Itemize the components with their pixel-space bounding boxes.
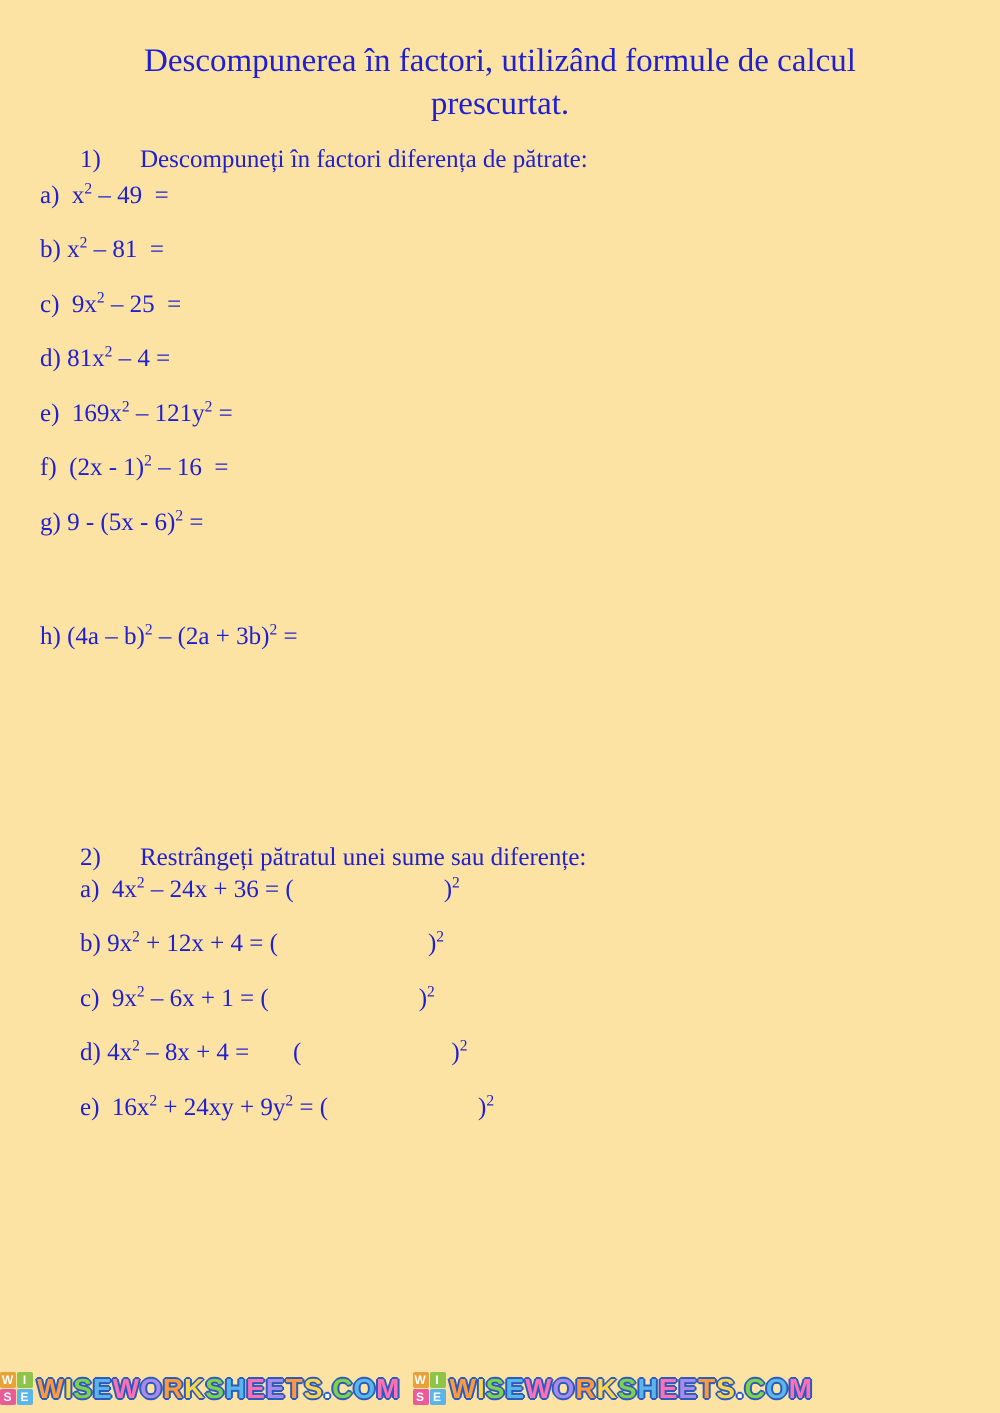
s2-item-e: e) 16x2 + 24xy + 9y2 = ( )2 [80,1092,960,1125]
s2-item-b: b) 9x2 + 12x + 4 = ( )2 [80,928,960,961]
s1-item-h: h) (4a – b)2 – (2a + 3b)2 = [40,621,960,654]
watermark-logo-icon: W I S E [413,1372,446,1405]
s1-item-a: a) x2 – 49 = [40,180,960,213]
section-2: 2)Restrângeți pătratul unei sume sau dif… [40,844,960,1125]
s2-item-c: c) 9x2 – 6x + 1 = ( )2 [80,983,960,1016]
s2-item-d: d) 4x2 – 8x + 4 = ( )2 [80,1037,960,1070]
s1-item-c: c) 9x2 – 25 = [40,289,960,322]
s1-item-g: g) 9 - (5x - 6)2 = [40,507,960,540]
s1-item-d: d) 81x2 – 4 = [40,343,960,376]
s1-item-e: e) 169x2 – 121y2 = [40,398,960,431]
watermark-logo-icon: W I S E [0,1372,33,1405]
section-1-header: 1)Descompuneți în factori diferența de p… [80,146,960,174]
watermark-unit-2: W I S E WISEWORKSHEETS.COM [413,1372,814,1405]
section-2-prompt: Restrângeți pătratul unei sume sau difer… [140,844,586,871]
watermark-unit-1: W I S E WISEWORKSHEETS.COM [0,1372,401,1405]
page-title: Descompunerea în factori, utilizând form… [40,40,960,126]
s1-item-b: b) x2 – 81 = [40,234,960,267]
section-2-number: 2) [80,844,140,872]
section-2-header: 2)Restrângeți pătratul unei sume sau dif… [80,844,960,872]
watermark: W I S E WISEWORKSHEETS.COM W I S E WISEW… [0,1372,1000,1405]
section-1-number: 1) [80,146,140,174]
s2-item-a: a) 4x2 – 24x + 36 = ( )2 [80,874,960,907]
watermark-text-2: WISEWORKSHEETS.COM [450,1373,814,1405]
section-1: 1)Descompuneți în factori diferența de p… [40,146,960,654]
watermark-text-1: WISEWORKSHEETS.COM [37,1373,401,1405]
s1-item-f: f) (2x - 1)2 – 16 = [40,452,960,485]
section-1-prompt: Descompuneți în factori diferența de păt… [140,146,588,173]
